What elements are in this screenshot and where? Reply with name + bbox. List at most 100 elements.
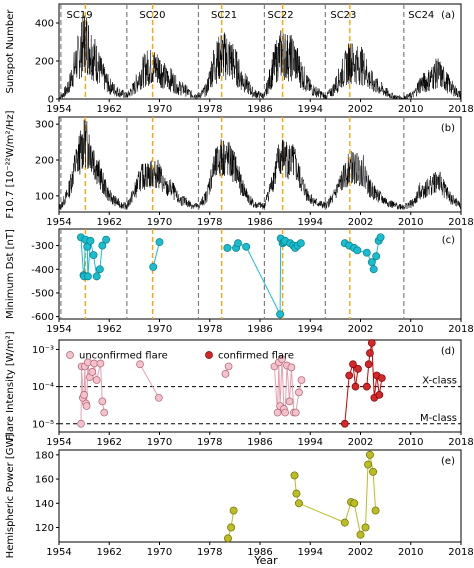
x-tick-label: 1978: [197, 104, 222, 115]
x-tick-label: 1970: [147, 547, 172, 558]
data-point-unconfirmed: [98, 397, 107, 406]
data-point: [92, 272, 101, 281]
x-tick-label: 2002: [348, 217, 373, 228]
data-point: [155, 238, 164, 246]
x-tick-label: 2002: [348, 547, 373, 558]
data-point: [224, 534, 232, 543]
x-tick-label: 1986: [247, 217, 272, 228]
data-series-line: [58, 119, 462, 210]
x-tick-label: 1962: [97, 217, 122, 228]
data-point-confirmed: [366, 349, 374, 357]
y-tick-label: 200: [35, 57, 54, 68]
data-point: [296, 239, 305, 248]
cycle-label: SC23: [330, 10, 356, 21]
legend-marker-confirmed: [205, 351, 213, 359]
y-tick-label: 140: [35, 499, 54, 510]
x-tick-label: 2010: [398, 217, 423, 228]
data-point: [356, 530, 365, 539]
data-point-unconfirmed: [82, 402, 91, 410]
data-point-unconfirmed: [295, 388, 303, 397]
data-point-unconfirmed: [92, 376, 101, 384]
y-tick-label: -500: [31, 288, 54, 299]
x-tick-label: 2002: [348, 437, 373, 448]
x-tick-label: 1994: [298, 104, 323, 115]
data-point: [294, 499, 303, 508]
x-tick-label: 1978: [197, 437, 222, 448]
x-tick-label: 2010: [398, 547, 423, 558]
cycle-label: SC24: [408, 10, 434, 21]
panel-label: (b): [441, 123, 455, 134]
data-point-unconfirmed: [291, 408, 300, 417]
cycle-label: SC22: [268, 10, 294, 21]
x-tick-label: 1986: [247, 437, 272, 448]
x-tick-label: 1986: [247, 547, 272, 558]
data-point-unconfirmed: [281, 408, 289, 417]
x-tick-label: 1970: [147, 217, 172, 228]
y-tick-label: 10⁻⁴: [32, 382, 54, 393]
data-point: [229, 506, 238, 515]
y-axis-label: Minimum Dst [nT]: [5, 229, 16, 319]
x-axis-label: Year: [253, 554, 278, 567]
class-threshold-label: M-class: [420, 413, 457, 424]
data-point-confirmed: [375, 391, 384, 399]
data-point-confirmed: [349, 360, 357, 369]
data-point: [340, 518, 349, 527]
x-tick-label: 1954: [46, 104, 71, 115]
panel-label: (e): [441, 456, 455, 467]
series-connector-line: [139, 364, 160, 399]
x-tick-label: 1994: [298, 324, 323, 335]
data-point-confirmed: [367, 339, 376, 347]
data-point-unconfirmed: [285, 397, 294, 406]
x-tick-label: 2018: [448, 324, 473, 335]
x-tick-label: 1994: [298, 547, 323, 558]
data-point: [102, 235, 111, 244]
panel-a-sunspot-number: 1954 1962 1970 1978 1986 1994 2002 2010 2018 0 200…: [5, 3, 474, 115]
x-tick-label: 1978: [197, 324, 222, 335]
y-tick-label: 160: [35, 475, 54, 486]
cycle-label: SC21: [211, 10, 237, 21]
x-tick-label: 2010: [398, 324, 423, 335]
data-point-unconfirmed: [273, 408, 282, 417]
x-tick-label: 2018: [448, 217, 473, 228]
panel-b-f107-flux: 1954 1962 1970 1978 1986 1994 2002 2010 2018 100 2…: [5, 110, 474, 228]
y-tick-label: 10⁻⁵: [32, 419, 54, 430]
data-point: [362, 248, 371, 257]
y-tick-label: 100: [35, 191, 54, 202]
data-point-unconfirmed: [155, 393, 163, 402]
x-tick-label: 1962: [97, 437, 122, 448]
data-point: [372, 252, 381, 261]
y-tick-label: 180: [35, 450, 54, 461]
data-point-confirmed: [351, 382, 360, 391]
y-tick-label: 300: [35, 120, 54, 131]
y-tick-label: 200: [35, 156, 54, 167]
data-point-confirmed: [362, 382, 371, 391]
data-point: [234, 239, 242, 248]
y-tick-label: -600: [31, 312, 54, 323]
data-point: [83, 272, 92, 281]
data-point: [365, 450, 374, 459]
data-point: [353, 246, 362, 255]
data-point: [364, 460, 372, 469]
x-tick-label: 1994: [298, 217, 323, 228]
y-axis-label: Hemispheric Power [GW]: [5, 434, 16, 559]
x-tick-label: 1954: [46, 547, 71, 558]
data-point-unconfirmed: [88, 367, 97, 376]
data-point-unconfirmed: [100, 408, 109, 417]
x-tick-label: 1954: [46, 217, 71, 228]
data-point: [292, 489, 301, 498]
data-point-unconfirmed: [136, 360, 144, 369]
data-point: [361, 523, 370, 532]
series-connector-line: [152, 241, 160, 268]
data-point-confirmed: [340, 419, 349, 428]
x-tick-label: 1954: [46, 324, 71, 335]
data-point: [98, 241, 107, 250]
y-tick-label: 0: [48, 95, 54, 106]
y-axis-label: F10.7 [10⁻²²W/m²/Hz]: [5, 110, 16, 218]
x-tick-label: 1970: [147, 324, 172, 335]
panel-label: (c): [442, 235, 455, 246]
x-tick-label: 1978: [197, 217, 222, 228]
data-point-unconfirmed: [96, 359, 105, 368]
x-tick-label: 1970: [147, 104, 172, 115]
data-point: [149, 262, 158, 271]
